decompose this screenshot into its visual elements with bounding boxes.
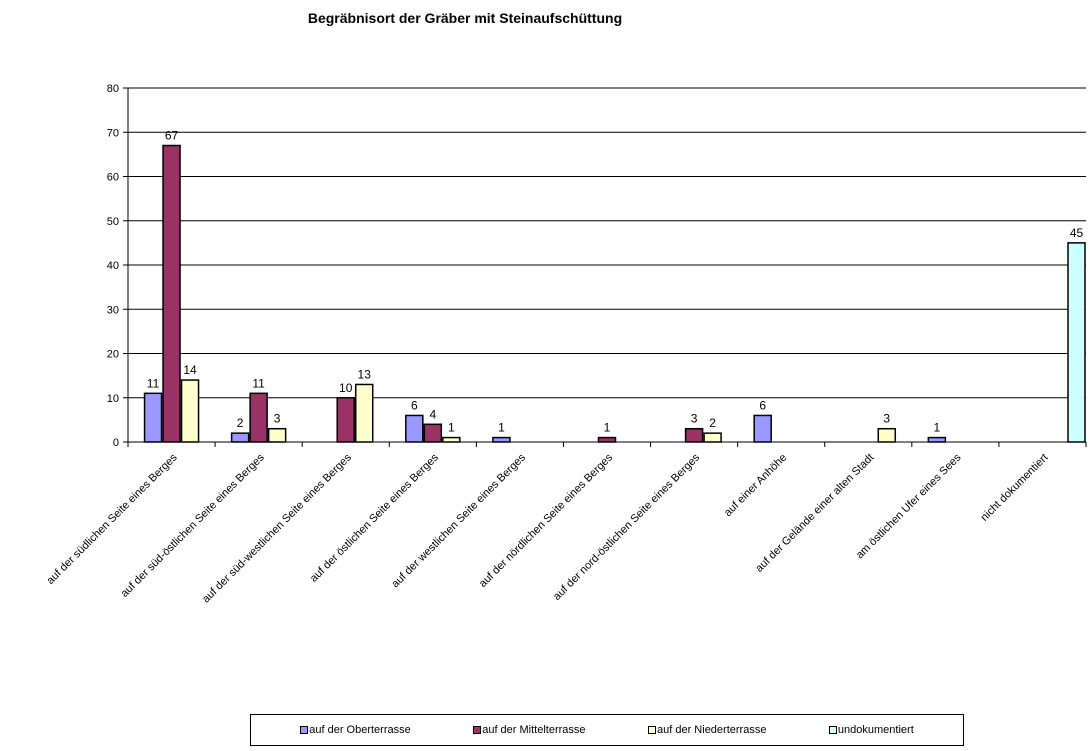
bar (354, 383, 374, 443)
bar (230, 432, 250, 443)
bar (877, 427, 897, 443)
y-tick-label: 10 (107, 393, 119, 405)
bar (492, 436, 511, 443)
data-label: 13 (358, 367, 372, 381)
y-tick-label: 40 (107, 260, 119, 272)
legend-label: undokumentiert (837, 724, 914, 736)
data-label: 3 (274, 412, 281, 426)
data-label: 14 (183, 363, 197, 377)
bar (684, 427, 704, 443)
data-label: 67 (165, 129, 179, 143)
bar (423, 423, 443, 443)
x-tick-label: auf der nord-östlichen Seite eines Berge… (551, 451, 703, 603)
bar (927, 436, 947, 443)
data-label: 45 (1070, 226, 1084, 240)
legend-label: auf der Mittelterrasse (482, 724, 586, 736)
legend-swatch (828, 726, 837, 734)
bar (405, 414, 424, 443)
y-tick-label: 70 (107, 127, 119, 139)
y-tick-label: 60 (107, 172, 119, 184)
data-label: 11 (147, 376, 160, 390)
x-tick-label: auf der süd-östlichen Seite eines Berges (119, 451, 267, 599)
legend-label: auf der Niederterrasse (657, 724, 767, 736)
chart-title: Begräbnisort der Gräber mit Steinaufschü… (307, 10, 623, 26)
bar (249, 392, 268, 443)
y-tick-labels: 0 10 20 30 40 50 60 70 80 (107, 83, 119, 449)
legend-swatch (473, 726, 482, 734)
x-tick-label: auf der westlichen Seite eines Berges (389, 451, 528, 590)
data-label: 6 (411, 398, 418, 412)
data-label: 1 (498, 421, 505, 435)
legend-item-niederterrasse: auf der Niederterrasse (648, 724, 766, 736)
data-label: 1 (448, 421, 455, 435)
data-label: 6 (759, 398, 766, 412)
y-tick-label: 30 (107, 304, 119, 316)
legend: auf der Oberterrasse auf der Mittelterra… (250, 714, 964, 746)
bar (336, 397, 355, 443)
x-tick-label: auf einer Anhöhe (722, 452, 789, 519)
axes (123, 87, 1087, 447)
bar (143, 392, 163, 443)
data-label: 4 (429, 407, 436, 421)
data-label: 10 (339, 381, 353, 395)
bar (267, 427, 287, 443)
gridlines (128, 87, 1086, 399)
data-label: 3 (691, 412, 698, 426)
bar (162, 144, 181, 443)
bar (597, 436, 617, 443)
x-tick-label: auf der nördlichen Seite eines Berges (477, 451, 616, 590)
legend-label: auf der Oberterrasse (309, 724, 411, 736)
y-tick-label: 20 (107, 349, 119, 361)
legend-item-undokumentiert: undokumentiert (828, 724, 914, 736)
legend-item-mittelterrasse: auf der Mittelterrasse (473, 724, 586, 736)
legend-swatch (300, 726, 309, 734)
x-tick-labels: auf der südlichen Seite eines Bergesauf … (44, 451, 1050, 605)
x-tick-label: nicht dokumentiert (979, 452, 1051, 524)
y-tick-label: 50 (107, 216, 119, 228)
bar (442, 436, 461, 443)
data-label: 1 (604, 421, 611, 435)
legend-item-oberterrasse: auf der Oberterrasse (300, 724, 411, 736)
data-label: 3 (883, 412, 890, 426)
y-tick-label: 80 (107, 83, 119, 95)
bar (1067, 242, 1086, 443)
x-tick-label: auf der süd-westlichen Seite eines Berge… (200, 451, 354, 605)
data-label: 2 (709, 416, 716, 430)
x-tick-label: am östlichen Ufer eines Sees (854, 451, 964, 561)
data-label: 1 (934, 421, 941, 435)
bar (703, 432, 722, 443)
legend-swatch (648, 726, 656, 734)
data-label: 2 (237, 416, 244, 430)
y-tick-label: 0 (113, 437, 119, 449)
data-label: 11 (252, 376, 265, 390)
bar (180, 379, 200, 443)
bar (753, 414, 772, 443)
